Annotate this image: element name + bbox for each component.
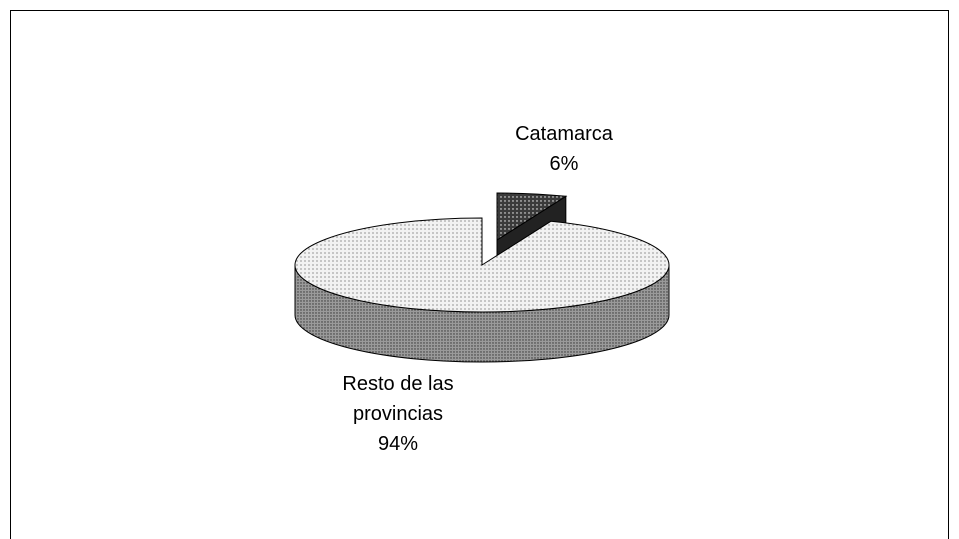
slice-label: Resto de las provincias 94% <box>318 369 478 459</box>
slice <box>496 192 568 241</box>
value-label: 94% <box>377 433 419 455</box>
category-label: Resto de las provincias <box>342 373 454 425</box>
chart-frame <box>10 10 949 539</box>
category-label: Catamarca <box>515 123 613 145</box>
slice <box>294 217 670 313</box>
slice-label: Catamarca 6% <box>474 119 654 179</box>
value-label: 6% <box>549 153 579 175</box>
